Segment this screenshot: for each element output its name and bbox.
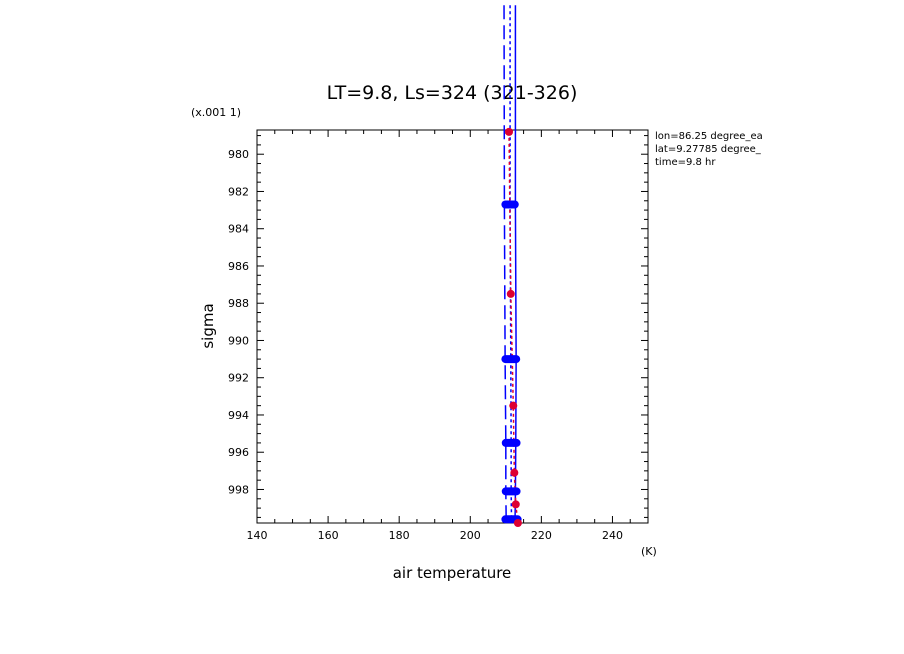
x-axis-label: air temperature [393, 564, 512, 582]
x-tick-label: 220 [531, 529, 552, 542]
y-tick-label: 990 [228, 334, 249, 347]
info-lat: lat=9.27785 degree_ [655, 144, 762, 155]
red-marker-7 [509, 401, 518, 410]
blue-marker-0 [501, 200, 519, 209]
red-marker-10 [513, 519, 522, 527]
plot-area: 140 160 180 200 220 240 980 982 984 986 988 990 992 9… [228, 5, 649, 542]
info-lon: lon=86.25 degree_ea [655, 131, 763, 142]
blue-marker-3 [501, 487, 521, 496]
y-tick-label: 988 [228, 297, 249, 310]
blue-marker-1 [501, 355, 521, 364]
red-marker-5 [505, 127, 514, 136]
x-tick-label: 160 [318, 529, 339, 542]
x-tick-label: 180 [389, 529, 410, 542]
red-marker-9 [511, 500, 520, 509]
y-axis-label: sigma [199, 303, 217, 348]
x-tick-label: 240 [602, 529, 623, 542]
x-unit-label: (K) [641, 545, 657, 558]
series-line-0 [514, 5, 517, 520]
red-marker-8 [510, 468, 519, 477]
chart-title: LT=9.8, Ls=324 (321-326) [327, 82, 578, 104]
y-scale-note: (x.001 1) [191, 106, 241, 119]
y-tick-label: 982 [228, 185, 249, 198]
y-tick-label: 996 [228, 446, 249, 459]
y-tick-label: 994 [228, 409, 249, 422]
blue-marker-2 [501, 438, 521, 447]
y-tick-label: 980 [228, 148, 249, 161]
y-tick-label: 992 [228, 372, 249, 385]
y-tick-label: 998 [228, 483, 249, 496]
red-marker-6 [506, 289, 515, 298]
y-tick-label: 984 [228, 223, 249, 236]
series-line-1 [503, 5, 507, 520]
info-time: time=9.8 hr [655, 157, 716, 168]
plot-frame [256, 129, 649, 524]
y-tick-label: 986 [228, 260, 249, 273]
x-tick-label: 200 [460, 529, 481, 542]
x-tick-label: 140 [247, 529, 268, 542]
